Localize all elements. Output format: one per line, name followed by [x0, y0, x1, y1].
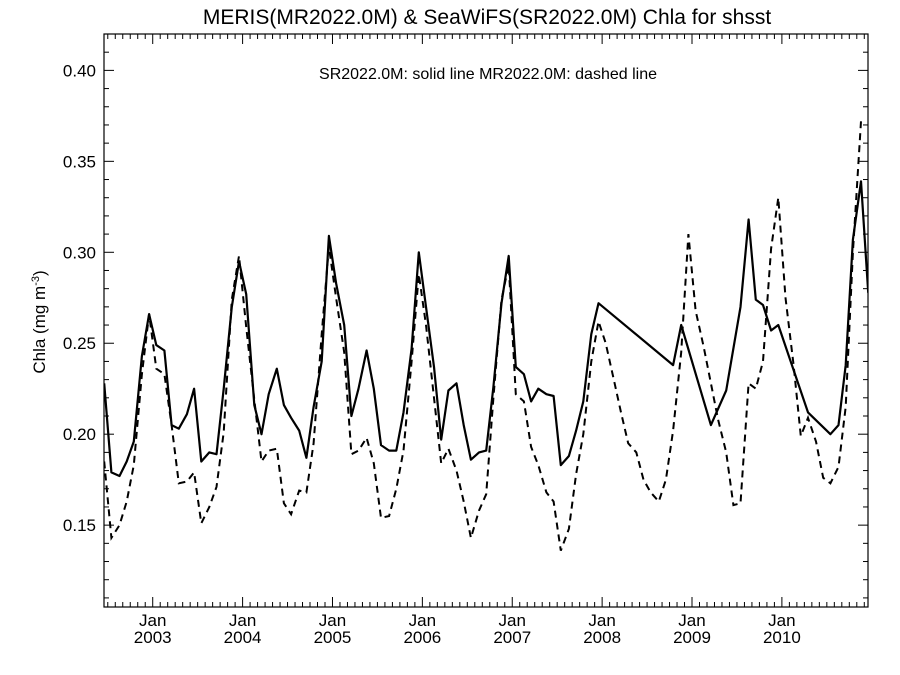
x-tick-year-label: 2006	[403, 628, 441, 647]
x-tick-year-label: 2010	[763, 628, 801, 647]
x-tick-year-label: 2004	[224, 628, 262, 647]
y-axis-label-close: )	[30, 270, 49, 276]
y-axis-label-main: Chla (mg m	[30, 286, 49, 374]
y-tick-label: 0.30	[63, 243, 96, 262]
chart-title: MERIS(MR2022.0M) & SeaWiFS(SR2022.0M) Ch…	[203, 6, 771, 29]
x-tick-month-label: Jan	[678, 611, 705, 630]
x-tick-month-label: Jan	[139, 611, 166, 630]
x-axis: Jan2003Jan2004Jan2005Jan2006Jan2007Jan20…	[107, 34, 865, 647]
series-layer	[104, 121, 868, 551]
line-style-annotation: SR2022.0M: solid line MR2022.0M: dashed …	[319, 66, 657, 83]
y-tick-label: 0.25	[63, 334, 96, 353]
y-tick-label: 0.20	[63, 425, 96, 444]
y-axis-label-superscript: -3	[30, 276, 42, 286]
x-tick-year-label: 2007	[493, 628, 531, 647]
plot-frame	[103, 33, 869, 608]
y-axis-label: Chla (mg m-3)	[30, 270, 49, 373]
x-tick-year-label: 2005	[314, 628, 352, 647]
x-tick-month-label: Jan	[588, 611, 615, 630]
x-tick-year-label: 2009	[673, 628, 711, 647]
x-tick-month-label: Jan	[409, 611, 436, 630]
x-tick-month-label: Jan	[768, 611, 795, 630]
y-tick-label: 0.15	[63, 516, 96, 535]
y-tick-label: 0.40	[63, 61, 96, 80]
x-tick-month-label: Jan	[319, 611, 346, 630]
x-tick-year-label: 2008	[583, 628, 621, 647]
x-tick-month-label: Jan	[229, 611, 256, 630]
x-tick-month-label: Jan	[499, 611, 526, 630]
x-tick-year-label: 2003	[134, 628, 172, 647]
series-line-dashed	[104, 121, 862, 551]
y-tick-label: 0.35	[63, 152, 96, 171]
series-line-solid	[104, 180, 868, 478]
